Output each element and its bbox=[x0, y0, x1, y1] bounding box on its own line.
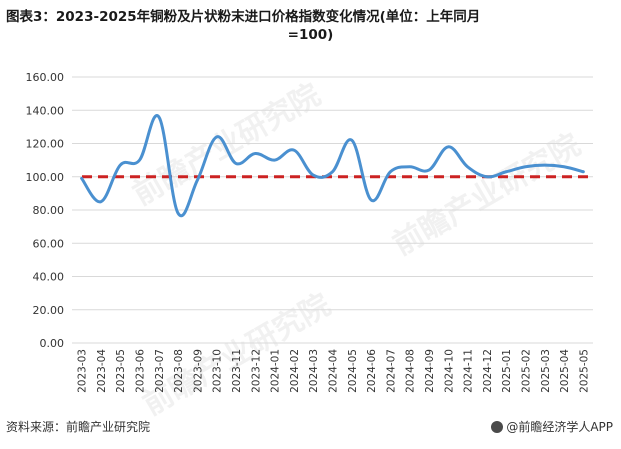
x-axis-ticks: 2023-03 2023-04 2023-05 2023-06 2023-07 2023-… bbox=[77, 349, 591, 393]
x-tick-label: 2025-04 bbox=[559, 349, 571, 393]
data-series bbox=[80, 114, 585, 218]
y-tick-label: 160.00 bbox=[26, 71, 65, 84]
x-tick-label: 2024-05 bbox=[347, 349, 359, 393]
x-tick-label: 2023-10 bbox=[212, 349, 224, 393]
series-line bbox=[80, 114, 585, 218]
x-tick-label: 2023-05 bbox=[115, 349, 127, 393]
x-tick-label: 2024-12 bbox=[482, 349, 494, 393]
brand: @前瞻经济学人APP bbox=[491, 418, 613, 435]
x-tick-label: 2025-01 bbox=[501, 349, 513, 393]
x-tick-label: 2023-07 bbox=[154, 349, 166, 393]
source-text: 资料来源：前瞻产业研究院 bbox=[6, 420, 151, 434]
x-tick-label: 2023-08 bbox=[173, 349, 185, 393]
line-chart: 0.00 20.00 40.00 60.00 80.00 100.00 120.00 140.… bbox=[26, 71, 593, 393]
y-tick-label: 120.00 bbox=[26, 138, 65, 151]
y-tick-label: 100.00 bbox=[26, 171, 65, 184]
title-line-1: 图表3：2023-2025年铜粉及片状粉末进口价格指数变化情况(单位：上年同月 bbox=[6, 9, 481, 25]
x-tick-label: 2025-03 bbox=[540, 349, 552, 393]
y-tick-label: 80.00 bbox=[33, 204, 65, 217]
x-tick-label: 2024-11 bbox=[463, 349, 475, 393]
x-tick-label: 2023-11 bbox=[231, 349, 243, 393]
brand-logo-icon bbox=[491, 421, 504, 433]
y-tick-label: 60.00 bbox=[33, 237, 65, 250]
title-line-2: =100) bbox=[287, 27, 334, 43]
x-tick-label: 2025-05 bbox=[578, 349, 590, 393]
y-tick-label: 140.00 bbox=[26, 104, 65, 117]
brand-text: @前瞻经济学人APP bbox=[506, 420, 613, 434]
x-tick-label: 2024-06 bbox=[366, 349, 378, 393]
y-tick-label: 40.00 bbox=[33, 271, 65, 284]
x-tick-label: 2023-12 bbox=[250, 349, 262, 393]
x-tick-label: 2023-03 bbox=[77, 349, 89, 393]
chart-title: 图表3：2023-2025年铜粉及片状粉末进口价格指数变化情况(单位：上年同月 … bbox=[6, 8, 615, 44]
footer: 资料来源：前瞻产业研究院 @前瞻经济学人APP bbox=[0, 418, 621, 440]
y-tick-label: 0.00 bbox=[40, 337, 65, 350]
y-axis-ticks: 0.00 20.00 40.00 60.00 80.00 100.00 120.00 140.… bbox=[26, 71, 65, 350]
x-tick-label: 2024-02 bbox=[289, 349, 301, 393]
y-tick-label: 20.00 bbox=[33, 304, 65, 317]
x-tick-label: 2024-08 bbox=[405, 349, 417, 393]
x-tick-label: 2024-10 bbox=[443, 349, 455, 393]
x-tick-label: 2024-03 bbox=[308, 349, 320, 393]
x-tick-label: 2024-09 bbox=[424, 349, 436, 393]
x-tick-label: 2024-04 bbox=[328, 349, 340, 393]
x-tick-label: 2023-09 bbox=[192, 349, 204, 393]
x-tick-label: 2024-07 bbox=[385, 349, 397, 393]
grid-lines bbox=[72, 76, 593, 344]
x-tick-label: 2023-06 bbox=[135, 349, 147, 393]
x-tick-label: 2023-04 bbox=[96, 349, 108, 393]
x-tick-label: 2024-01 bbox=[270, 349, 282, 393]
x-tick-label: 2025-02 bbox=[520, 349, 532, 393]
